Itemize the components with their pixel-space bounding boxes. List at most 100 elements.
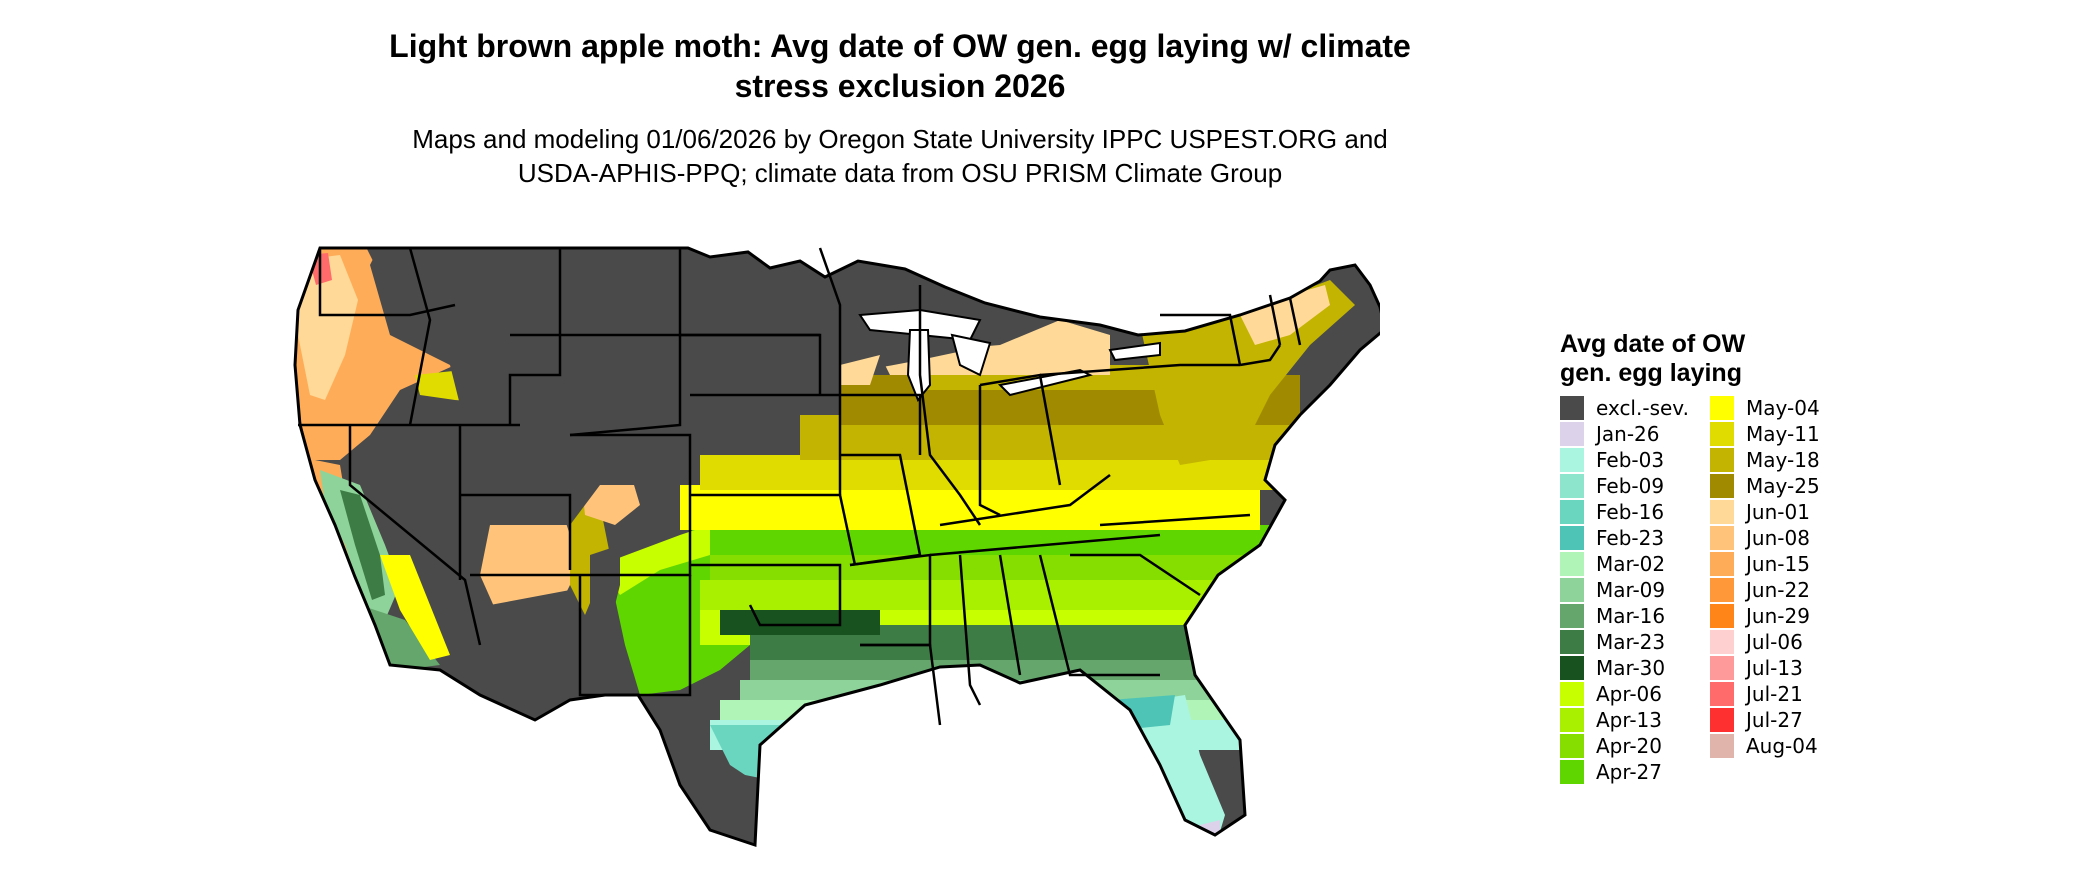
- legend-label: May-18: [1746, 448, 1820, 472]
- legend-item: Jan-26: [1560, 421, 1689, 447]
- legend-label: Mar-09: [1596, 578, 1666, 602]
- wi-il-border: [918, 285, 982, 526]
- legend-swatch: [1710, 656, 1734, 680]
- legend-swatch: [1710, 630, 1734, 654]
- state-borders: [298, 246, 1302, 726]
- legend-title-line-2: gen. egg laying: [1560, 359, 1742, 387]
- legend-swatch: [1560, 448, 1584, 472]
- id-west-border: [408, 247, 432, 426]
- legend-item: Apr-20: [1560, 733, 1689, 759]
- legend-item: Feb-09: [1560, 473, 1689, 499]
- legend-item: May-11: [1710, 421, 1820, 447]
- legend-label: Feb-16: [1596, 500, 1665, 524]
- map-title-line-1: Light brown apple moth: Avg date of OW g…: [389, 28, 1411, 64]
- new-england-coast-area: [1240, 285, 1330, 345]
- mt-id-border: [410, 246, 562, 425]
- legend-label: Jun-15: [1746, 552, 1810, 576]
- legend-label: Feb-03: [1596, 448, 1665, 472]
- vt-nh-border: [1268, 294, 1282, 346]
- legend-label: Jun-22: [1746, 578, 1810, 602]
- legend-item: Aug-04: [1710, 733, 1820, 759]
- ia-border: [840, 393, 922, 455]
- ut-border: [460, 493, 572, 570]
- legend-swatch: [1710, 682, 1734, 706]
- ca-desert-edge-area: [380, 555, 450, 660]
- legend-label: Apr-13: [1596, 708, 1662, 732]
- ms-border: [958, 554, 982, 706]
- lake-huron: [950, 333, 992, 377]
- sc-border: [1070, 553, 1201, 597]
- legend-item: Jun-01: [1710, 499, 1820, 525]
- nc-va-border: [1099, 513, 1251, 527]
- legend-swatch: [1560, 708, 1584, 732]
- pnw-coast-area: [298, 255, 358, 400]
- legend-item: Apr-13: [1560, 707, 1689, 733]
- legend-column-2: May-04 May-11 May-18 May-25 Jun-01 Jun-08 Jun-…: [1710, 395, 1820, 759]
- south-texas-excluded-area: [710, 770, 770, 845]
- ca-nv-border: [348, 425, 482, 646]
- pa-border: [1039, 363, 1240, 377]
- legend-item: excl.-sev.: [1560, 395, 1689, 421]
- desert-excluded-area: [480, 590, 600, 715]
- legend-item: Jul-06: [1710, 629, 1820, 655]
- legend-label: Jul-13: [1746, 656, 1803, 680]
- legend-swatch: [1560, 656, 1584, 680]
- legend-label: Feb-23: [1596, 526, 1665, 550]
- legend-swatch: [1560, 500, 1584, 524]
- ok-border: [690, 563, 842, 627]
- legend-item: Jun-15: [1710, 551, 1820, 577]
- legend-swatch: [1710, 604, 1734, 628]
- legend-title-line-1: Avg date of OW: [1560, 330, 1746, 358]
- ct-border: [1239, 344, 1282, 367]
- tn-border: [929, 533, 1161, 557]
- great-lakes-shore-area: [880, 320, 1110, 375]
- legend-label: May-25: [1746, 474, 1820, 498]
- legend-item: Feb-03: [1560, 447, 1689, 473]
- nm-border: [578, 575, 692, 697]
- legend-item: Mar-30: [1560, 655, 1689, 681]
- legend-swatch: [1710, 474, 1734, 498]
- legend-item: Mar-23: [1560, 629, 1689, 655]
- legend-item: Jun-08: [1710, 525, 1820, 551]
- legend-item: Feb-16: [1560, 499, 1689, 525]
- legend-item: May-18: [1710, 447, 1820, 473]
- band-may04: [680, 485, 1260, 530]
- lake-ontario: [1108, 341, 1161, 362]
- legend-swatch: [1560, 474, 1584, 498]
- legend-item: Jun-29: [1710, 603, 1820, 629]
- legend-label: Apr-20: [1596, 734, 1662, 758]
- legend-label: excl.-sev.: [1596, 396, 1689, 420]
- map-fill-layer: [295, 248, 1380, 845]
- ks-border: [690, 493, 857, 566]
- legend-swatch: [1560, 526, 1584, 550]
- la-border: [860, 643, 942, 726]
- band-mar30-west: [720, 610, 880, 635]
- legend-swatch: [1710, 526, 1734, 550]
- legend-swatch: [1710, 552, 1734, 576]
- legend-swatch: [1710, 448, 1734, 472]
- legend-item: Feb-23: [1560, 525, 1689, 551]
- tx-panhandle-edge-area: [600, 525, 710, 595]
- in-border: [978, 385, 1001, 517]
- legend-label: Jul-27: [1746, 708, 1803, 732]
- legend-swatch: [1710, 500, 1734, 524]
- band-apr13: [700, 580, 1240, 615]
- me-border: [1288, 297, 1302, 346]
- legend-label: May-04: [1746, 396, 1820, 420]
- map-subtitle-line-2: USDA-APHIS-PPQ; climate data from OSU PR…: [517, 158, 1283, 188]
- legend-swatch: [1560, 734, 1584, 758]
- legend-swatch: [1560, 682, 1584, 706]
- legend-label: Jul-21: [1746, 682, 1803, 706]
- lake-michigan-shore-area: [840, 355, 880, 385]
- legend-label: Mar-16: [1596, 604, 1666, 628]
- map-subtitle-line-1: Maps and modeling 01/06/2026 by Oregon S…: [412, 124, 1388, 154]
- legend-item: May-04: [1710, 395, 1820, 421]
- legend-swatch: [1560, 604, 1584, 628]
- legend-label: Jul-06: [1746, 630, 1803, 654]
- legend-item: Apr-27: [1560, 759, 1689, 785]
- legend-item: Jul-21: [1710, 681, 1820, 707]
- legend-item: Mar-16: [1560, 603, 1689, 629]
- legend-swatch: [1560, 396, 1584, 420]
- legend-swatch: [1710, 396, 1734, 420]
- legend-item: Jul-13: [1710, 655, 1820, 681]
